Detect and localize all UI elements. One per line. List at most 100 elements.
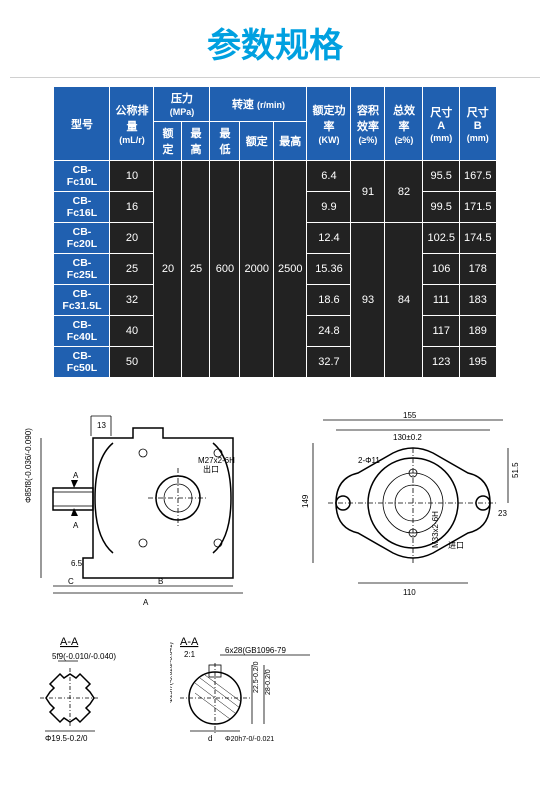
divider [10, 77, 540, 78]
svg-text:155: 155 [403, 411, 417, 420]
col-model: 型号 [54, 87, 110, 161]
cell-power: 12.4 [307, 223, 351, 254]
cell-b: 167.5 [459, 161, 496, 192]
cell-power: 32.7 [307, 347, 351, 378]
col-pressure: 压力 (MPa) [154, 87, 210, 122]
cell-a: 123 [423, 347, 460, 378]
svg-text:C: C [68, 577, 74, 586]
cell-a: 99.5 [423, 192, 460, 223]
svg-text:Φ25f7(-0.020/-0.041): Φ25f7(-0.020/-0.041) [170, 642, 174, 703]
diagram-front-view: 155 130±0.2 2-Φ11 51.5 23 149 M33x2-6H 进… [298, 408, 528, 608]
svg-text:110: 110 [403, 588, 416, 597]
svg-text:A-A: A-A [60, 636, 79, 648]
svg-text:进口: 进口 [448, 541, 464, 550]
cell-a: 111 [423, 285, 460, 316]
cell-s-min: 600 [210, 161, 240, 378]
col-s-rated: 额定 [240, 122, 273, 161]
cell-model: CB-Fc40L [54, 316, 110, 347]
svg-text:M33x2-6H: M33x2-6H [431, 511, 440, 548]
cell-disp: 10 [110, 161, 154, 192]
svg-text:5f9(-0.010/-0.040): 5f9(-0.010/-0.040) [52, 652, 116, 661]
svg-text:23: 23 [498, 509, 507, 518]
cell-power: 6.4 [307, 161, 351, 192]
col-p-max: 最高 [182, 122, 210, 161]
cell-power: 18.6 [307, 285, 351, 316]
cell-b: 178 [459, 254, 496, 285]
cell-model: CB-Fc31.5L [54, 285, 110, 316]
cell-model: CB-Fc25L [54, 254, 110, 285]
cell-p-max: 25 [182, 161, 210, 378]
cell-disp: 25 [110, 254, 154, 285]
cell-b: 183 [459, 285, 496, 316]
svg-text:6x28(GB1096-79: 6x28(GB1096-79 [225, 646, 286, 655]
svg-text:A-A: A-A [180, 636, 199, 648]
spec-table: 型号 公称排量(mL/r) 压力 (MPa) 转速 (r/min) 额定功率(K… [53, 86, 496, 378]
svg-text:2-Φ11: 2-Φ11 [358, 456, 380, 465]
cell-b: 174.5 [459, 223, 496, 254]
svg-text:A: A [73, 521, 79, 530]
cell-total: 84 [385, 223, 423, 378]
cell-disp: 40 [110, 316, 154, 347]
svg-text:A: A [143, 598, 149, 607]
cell-power: 9.9 [307, 192, 351, 223]
diagram-row-1: 13 M27x2-6H 出口 A A Φ85f8(-0.036/-0.090) … [0, 408, 550, 608]
cell-power: 24.8 [307, 316, 351, 347]
cell-model: CB-Fc10L [54, 161, 110, 192]
cell-model: CB-Fc50L [54, 347, 110, 378]
cell-disp: 32 [110, 285, 154, 316]
diagram-row-2: A-A 5f9(-0.010/-0.040) Φ19.5-0.2/0 A-A 2… [0, 633, 550, 753]
svg-text:22.5-0.2/0: 22.5-0.2/0 [253, 661, 260, 693]
svg-text:149: 149 [301, 494, 310, 508]
cell-model: CB-Fc16L [54, 192, 110, 223]
svg-text:13: 13 [97, 421, 106, 430]
col-s-max: 最高 [273, 122, 306, 161]
cell-p-rated: 20 [154, 161, 182, 378]
svg-text:d: d [208, 734, 212, 743]
cell-a: 95.5 [423, 161, 460, 192]
svg-text:M27x2-6H: M27x2-6H [198, 456, 235, 465]
svg-text:B: B [158, 577, 163, 586]
col-a: 尺寸A(mm) [423, 87, 460, 161]
cell-disp: 16 [110, 192, 154, 223]
col-vol: 容积效率(≥%) [351, 87, 385, 161]
col-s-min: 最低 [210, 122, 240, 161]
svg-text:130±0.2: 130±0.2 [393, 433, 422, 442]
col-p-rated: 额定 [154, 122, 182, 161]
svg-text:28-0.2/0: 28-0.2/0 [265, 669, 272, 695]
cell-b: 171.5 [459, 192, 496, 223]
cell-vol: 93 [351, 223, 385, 378]
svg-text:2:1: 2:1 [184, 650, 196, 659]
col-speed: 转速 (r/min) [210, 87, 307, 122]
col-total: 总效率(≥%) [385, 87, 423, 161]
cell-vol: 91 [351, 161, 385, 223]
svg-text:51.5: 51.5 [511, 462, 520, 478]
cell-power: 15.36 [307, 254, 351, 285]
cell-s-max: 2500 [273, 161, 306, 378]
cell-disp: 50 [110, 347, 154, 378]
col-disp: 公称排量(mL/r) [110, 87, 154, 161]
svg-text:Φ85f8(-0.036/-0.090): Φ85f8(-0.036/-0.090) [24, 428, 33, 503]
cell-disp: 20 [110, 223, 154, 254]
cell-total: 82 [385, 161, 423, 223]
svg-text:出口: 出口 [203, 464, 219, 474]
cell-model: CB-Fc20L [54, 223, 110, 254]
section-a-a-2: A-A 2:1 6x28(GB1096-79 Φ25f7(-0.020/-0.0… [170, 633, 330, 753]
col-power: 额定功率(KW) [307, 87, 351, 161]
page-title: 参数规格 [0, 0, 550, 77]
cell-a: 102.5 [423, 223, 460, 254]
header-row-1: 型号 公称排量(mL/r) 压力 (MPa) 转速 (r/min) 额定功率(K… [54, 87, 496, 122]
svg-text:6.5: 6.5 [71, 559, 83, 568]
svg-text:Φ19.5-0.2/0: Φ19.5-0.2/0 [45, 734, 88, 743]
table-row: CB-Fc10L102025600200025006.4918295.5167.… [54, 161, 496, 192]
cell-a: 117 [423, 316, 460, 347]
diagram-side-view: 13 M27x2-6H 出口 A A Φ85f8(-0.036/-0.090) … [23, 408, 273, 608]
cell-s-rated: 2000 [240, 161, 273, 378]
section-a-a-1: A-A 5f9(-0.010/-0.040) Φ19.5-0.2/0 [30, 633, 140, 753]
col-b: 尺寸B(mm) [459, 87, 496, 161]
svg-text:Φ20h7-0/-0.021: Φ20h7-0/-0.021 [225, 736, 274, 743]
title-text: 参数规格 [207, 27, 343, 65]
cell-b: 189 [459, 316, 496, 347]
cell-a: 106 [423, 254, 460, 285]
svg-text:A: A [73, 471, 79, 480]
cell-b: 195 [459, 347, 496, 378]
